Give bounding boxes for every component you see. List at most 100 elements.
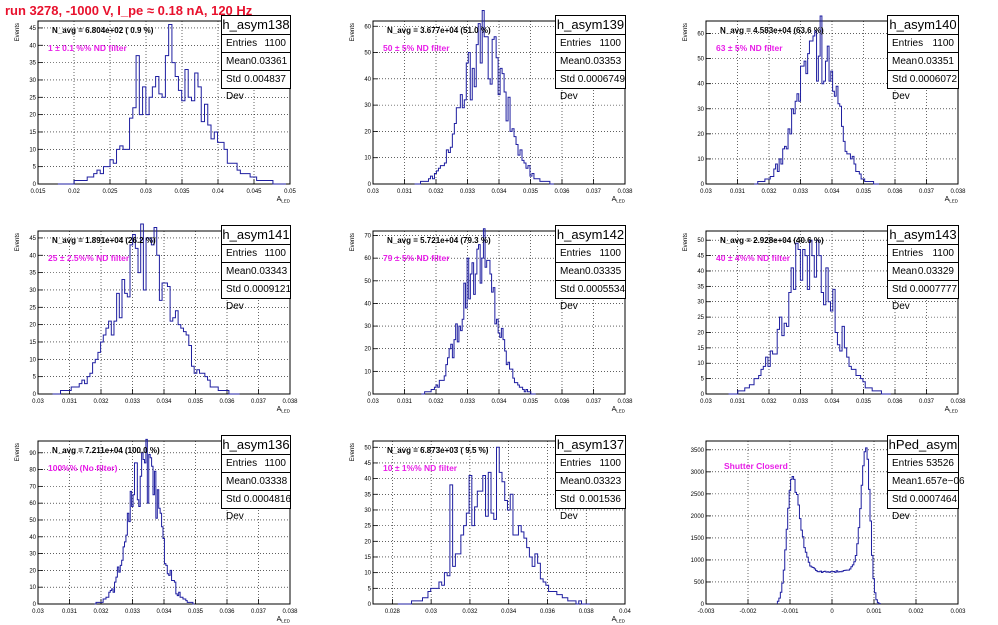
histogram-line <box>728 239 891 395</box>
stat-value: 0.03353 <box>585 56 622 67</box>
y-tick-label: 35 <box>364 492 371 498</box>
x-tick-label: 0.033 <box>125 609 141 615</box>
x-tick-label: 0.036 <box>554 399 570 405</box>
y-tick-label: 3000 <box>691 470 705 476</box>
stat-row-std: Std Dev 0.0006072 <box>888 71 958 102</box>
stat-label: Mean <box>892 266 918 277</box>
histogram-panel-h_asym143: 0.03 0.031 0.032 0.033 0.034 0.035 0.036 0.037 0… <box>683 230 966 414</box>
x-tick-label: 0.035 <box>523 399 539 405</box>
x-tick-label: 0.036 <box>554 189 570 195</box>
x-tick-label: 0.037 <box>586 189 602 195</box>
y-tick-label: 50 <box>697 57 704 63</box>
x-tick-label: 0.03 <box>367 189 379 195</box>
stat-value: 1100 <box>599 38 621 49</box>
stat-row-entries: Entries 1100 <box>222 245 290 263</box>
y-tick-label: 45 <box>364 461 371 467</box>
y-axis-label: Events <box>350 443 356 461</box>
x-tick-label: 0.038 <box>282 399 298 405</box>
y-tick-label: 15 <box>29 340 36 346</box>
stat-label: Std Dev <box>560 284 578 312</box>
x-tick-label: 0.037 <box>251 609 267 615</box>
x-tick-label: 0.032 <box>761 399 777 405</box>
y-tick-label: 45 <box>697 254 704 260</box>
stat-label: Entries <box>560 458 592 469</box>
y-tick-label: 40 <box>29 253 36 259</box>
y-tick-label: 10 <box>697 157 704 163</box>
navg-label: N_avg = 6.804e+02 ( 0.9 %) <box>52 26 154 35</box>
histogram-panel-h_asym140: 0.03 0.031 0.032 0.033 0.034 0.035 0.036 0.037 0… <box>683 15 966 204</box>
y-tick-label: 500 <box>694 580 705 586</box>
x-tick-label: 0.035 <box>523 189 539 195</box>
y-tick-label: 30 <box>364 324 371 330</box>
stat-value: 0.03343 <box>251 266 288 277</box>
y-tick-label: 0 <box>701 602 705 608</box>
filter-label: 1 ± 0.1 %% ND filter <box>48 43 128 53</box>
stat-label: Std Dev <box>892 494 910 522</box>
x-tick-label: 0.031 <box>730 189 746 195</box>
stat-value: 1100 <box>599 458 621 469</box>
y-tick-label: 30 <box>697 300 704 306</box>
stat-row-std: Std Dev 0.0006749 <box>556 71 625 102</box>
x-tick-label: -0.003 <box>697 609 715 615</box>
y-tick-label: 2000 <box>691 514 705 520</box>
stat-row-std: Std Dev 0.0009121 <box>222 281 292 312</box>
y-tick-label: 40 <box>697 269 704 275</box>
stat-value: 0.03323 <box>585 476 622 487</box>
filter-label: 100%% (No filter) <box>48 463 118 473</box>
y-tick-label: 80 <box>29 468 36 474</box>
stat-box-title: h_asym139 <box>556 16 625 35</box>
stat-value: 0.03329 <box>917 266 954 277</box>
stat-value: 0.0009121 <box>243 284 292 295</box>
stat-row-std: Std Dev 0.0005534 <box>556 281 625 312</box>
x-tick-label: 0.033 <box>125 399 141 405</box>
x-tick-label: 0.036 <box>540 609 556 615</box>
x-tick-label: -0.001 <box>781 609 799 615</box>
x-tick-label: 0.031 <box>730 399 746 405</box>
stat-value: 0.03335 <box>585 266 622 277</box>
x-tick-label: 0.034 <box>156 609 172 615</box>
x-tick-label: 0.037 <box>919 189 935 195</box>
x-tick-label: 0.02 <box>68 189 80 195</box>
y-axis-label: Events <box>683 23 689 41</box>
y-axis-label: Events <box>15 443 21 461</box>
y-tick-label: 20 <box>364 129 371 135</box>
stat-label: Mean <box>560 56 586 67</box>
y-tick-label: 25 <box>697 315 704 321</box>
stat-value: 0.03338 <box>251 476 288 487</box>
x-tick-label: 0.034 <box>156 399 172 405</box>
y-tick-label: 30 <box>364 508 371 514</box>
stat-label: Mean <box>560 266 586 277</box>
x-tick-label: 0.001 <box>866 609 882 615</box>
stat-row-std: Std Dev 0.0007464 <box>888 491 958 522</box>
stat-row-entries: Entries 1100 <box>556 245 625 263</box>
stat-box-title: h_asym137 <box>556 436 625 455</box>
y-tick-label: 50 <box>364 445 371 451</box>
x-tick-label: 0 <box>830 609 834 615</box>
x-tick-label: 0.038 <box>617 399 633 405</box>
stat-value: 1100 <box>264 458 286 469</box>
stat-label: Std Dev <box>892 74 910 102</box>
y-tick-label: 0 <box>701 182 705 188</box>
y-tick-label: 0 <box>368 602 372 608</box>
x-tick-label: 0.002 <box>908 609 924 615</box>
x-tick-label: 0.038 <box>579 609 595 615</box>
histogram-panel-h_asym139: 0.03 0.031 0.032 0.033 0.034 0.035 0.036 0.037 0… <box>350 9 633 204</box>
y-tick-label: 5 <box>33 165 37 171</box>
stat-value: 0.0007777 <box>909 284 958 295</box>
y-tick-label: 0 <box>33 602 37 608</box>
filter-label: 40 ± 4%% ND filter <box>716 253 791 263</box>
x-tick-label: 0.034 <box>501 609 517 615</box>
stat-label: Mean <box>226 56 252 67</box>
x-tick-label: 0.032 <box>428 189 444 195</box>
y-tick-label: 5 <box>701 377 705 383</box>
stat-row-mean: Mean 0.03343 <box>222 263 290 281</box>
y-tick-label: 20 <box>364 539 371 545</box>
x-tick-label: 0.033 <box>460 399 476 405</box>
histogram-line <box>57 23 286 185</box>
stat-label: Std Dev <box>226 284 244 312</box>
filter-label: 79 ± 5% ND filter <box>383 253 450 263</box>
stat-label: Mean <box>226 266 252 277</box>
stat-value: 1100 <box>264 248 286 259</box>
y-tick-label: 30 <box>364 103 371 109</box>
